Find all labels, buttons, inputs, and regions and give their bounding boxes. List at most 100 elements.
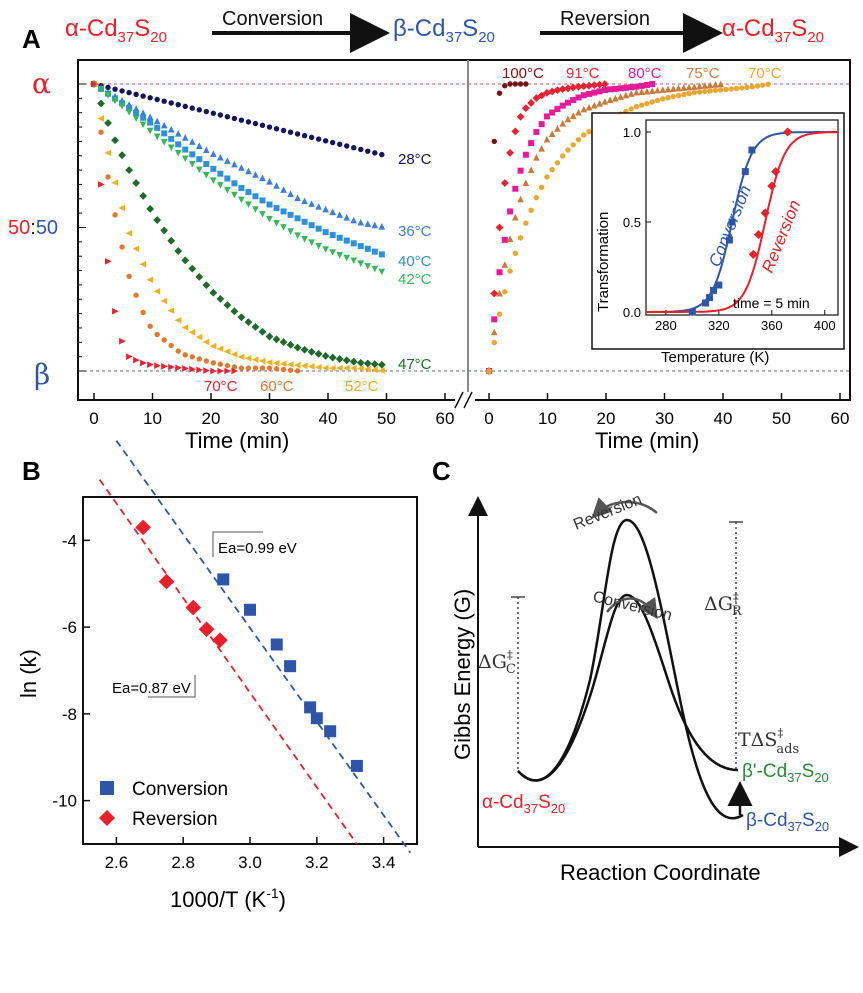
- data-point: [287, 190, 294, 197]
- data-point: [586, 129, 592, 135]
- data-point: [364, 245, 371, 252]
- data-point: [154, 362, 161, 370]
- inset-xlabel: Temperature (K): [661, 349, 769, 366]
- data-point: [217, 182, 224, 189]
- data-point: [266, 201, 273, 208]
- data-point: [308, 363, 315, 370]
- data-point: [203, 172, 210, 179]
- data-point: [596, 88, 603, 95]
- data-point: [189, 365, 196, 373]
- data-point: [754, 83, 761, 89]
- data-point: [315, 225, 322, 232]
- data-point: [728, 86, 734, 92]
- data-point: [675, 84, 682, 92]
- data-point: [245, 201, 252, 209]
- panel-b-xtick-label: 3.0: [238, 853, 262, 872]
- data-point: [188, 264, 197, 273]
- data-point: [643, 81, 650, 88]
- data-point: [112, 86, 118, 92]
- data-point: [575, 108, 582, 116]
- data-point: [344, 143, 350, 149]
- data-point: [182, 365, 189, 372]
- data-point: [203, 108, 210, 115]
- data-point: [601, 98, 609, 105]
- data-point: [675, 92, 682, 99]
- legend-rev-label: Reversion: [132, 809, 218, 830]
- panel-c-reversion-label: Reversion: [571, 491, 644, 534]
- data-point: [685, 83, 693, 91]
- data-point: [581, 132, 587, 138]
- data-point: [554, 106, 561, 113]
- data-point: [321, 352, 330, 360]
- data-point: [104, 119, 112, 127]
- data-point: [606, 96, 614, 104]
- data-point: [350, 240, 357, 247]
- data-point: [544, 174, 550, 180]
- data-point: [245, 119, 252, 125]
- data-point: [512, 185, 519, 192]
- data-point: [272, 335, 281, 344]
- panel-b-ytick-label: -6: [62, 618, 77, 637]
- data-point: [118, 151, 126, 160]
- data-point: [237, 313, 246, 322]
- temp-label-40: 40°C: [398, 253, 432, 270]
- temp-label-91: 91°C: [566, 65, 600, 82]
- data-point: [712, 87, 719, 94]
- data-point: [203, 146, 210, 154]
- reversion-arrow: [591, 497, 658, 519]
- data-point: [153, 216, 162, 224]
- data-point: [516, 112, 525, 121]
- data-point: [337, 141, 343, 147]
- inset-xtick-label: 280: [655, 318, 677, 333]
- data-point: [112, 212, 118, 218]
- data-point: [538, 144, 545, 152]
- data-point: [506, 148, 514, 157]
- data-point: [286, 361, 294, 368]
- panel-b-ytick-label: -8: [62, 705, 77, 724]
- data-point: [139, 260, 147, 268]
- data-point: [105, 174, 111, 180]
- xtick-label-left: 30: [260, 409, 279, 428]
- data-point: [301, 197, 308, 205]
- data-point: [132, 179, 141, 187]
- xtick-label-right: 20: [597, 409, 616, 428]
- data-point: [273, 366, 280, 372]
- data-point: [486, 368, 492, 374]
- data-point: [210, 360, 217, 366]
- data-point: [507, 81, 513, 87]
- data-point: [245, 189, 252, 196]
- data-point: [364, 263, 372, 270]
- data-point: [209, 288, 218, 297]
- data-point: [378, 251, 385, 258]
- data-point: [210, 110, 217, 116]
- panel-b-ytick-label: -4: [62, 531, 77, 550]
- data-point: [126, 273, 132, 279]
- data-point: [537, 91, 546, 100]
- data-point: [188, 329, 196, 336]
- panel-b-ylabel: ln (k): [16, 649, 41, 698]
- xtick-label-left: 50: [377, 409, 396, 428]
- data-point: [125, 109, 133, 116]
- data-point: [638, 82, 645, 89]
- data-point: [230, 351, 238, 358]
- data-point: [147, 119, 154, 126]
- panel-b-letter: B: [22, 456, 41, 486]
- data-point: [167, 236, 176, 245]
- data-point: [252, 206, 259, 213]
- data-point: [329, 232, 336, 239]
- data-point: [294, 232, 301, 240]
- data-point: [209, 342, 217, 350]
- panel-b-xtick-label: 2.6: [105, 853, 129, 872]
- data-point: [314, 349, 323, 358]
- data-point: [570, 142, 576, 148]
- data-point: [139, 192, 148, 200]
- data-point: [717, 80, 724, 88]
- data-point: [506, 235, 514, 242]
- data-point: [265, 359, 273, 366]
- data-point: [600, 80, 609, 89]
- data-point: [181, 324, 189, 331]
- data-point: [224, 362, 231, 369]
- data-point: [224, 367, 231, 375]
- data-point: [196, 142, 203, 149]
- data-point: [315, 363, 322, 371]
